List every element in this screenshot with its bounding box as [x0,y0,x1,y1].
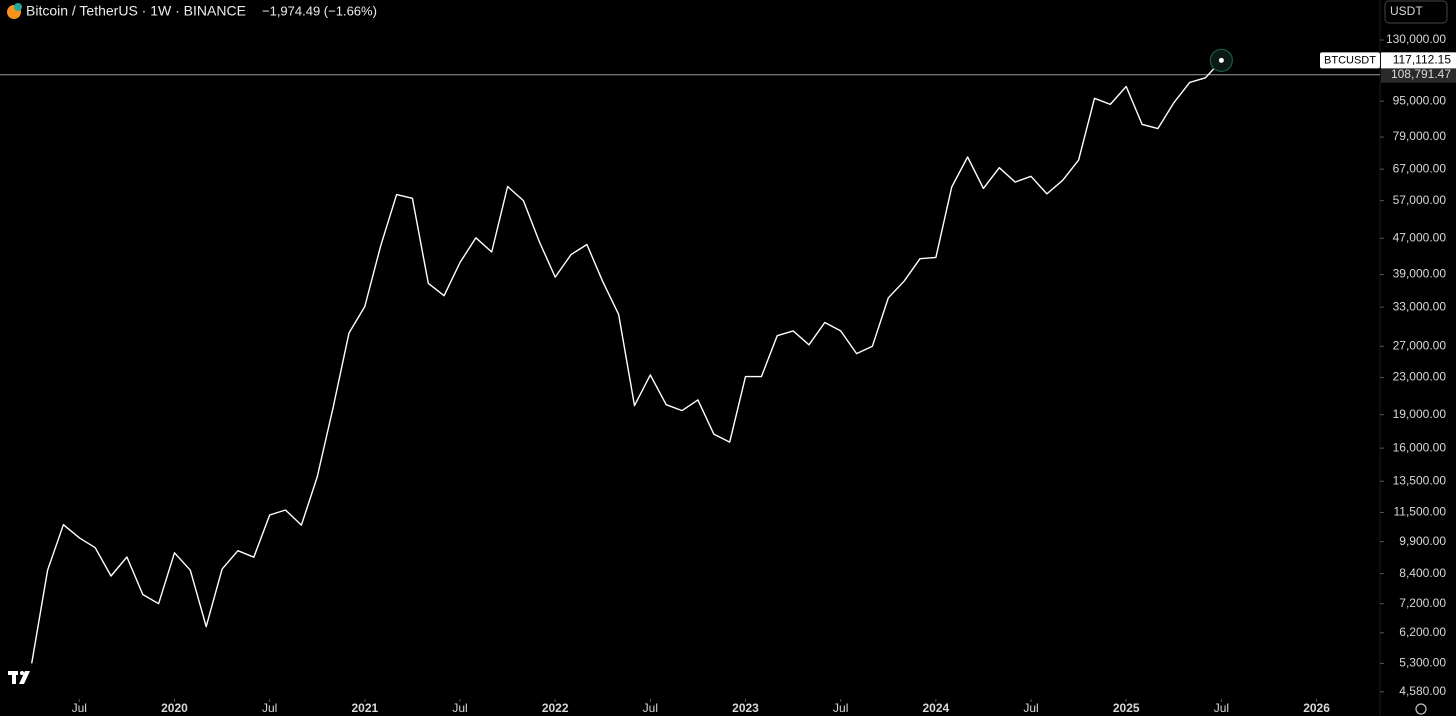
x-tick-label: 2021 [351,701,378,715]
x-tick-label: Jul [262,701,277,715]
x-tick-label: Jul [643,701,658,715]
y-tick-label: 13,500.00 [1393,473,1447,487]
x-tick-label: Jul [452,701,467,715]
last-point [1218,57,1224,63]
y-tick-label: 27,000.00 [1393,338,1447,352]
y-tick-label: 7,200.00 [1399,596,1446,610]
y-tick-label: 19,000.00 [1393,407,1447,421]
y-tick-label: 8,400.00 [1399,566,1446,580]
last-price-tag [1381,52,1456,69]
y-tick-label: 11,500.00 [1394,505,1447,519]
x-tick-label: Jul [1214,701,1229,715]
currency-button[interactable] [1384,0,1448,24]
price-line-label: 108,791.47 [1391,67,1451,81]
x-tick-label: 2025 [1113,701,1140,715]
price-change: −1,974.49 (−1.66%) [262,3,377,18]
price-line-series [31,59,1222,664]
y-tick-label: 67,000.00 [1393,161,1447,175]
y-tick-label: 9,900.00 [1399,534,1446,548]
series-name: BTCUSDT [1324,54,1376,66]
y-tick-label: 95,000.00 [1393,93,1447,107]
x-tick-label: Jul [833,701,848,715]
series-name-tag [1320,52,1380,69]
chart-title: Bitcoin / TetherUS · 1W · BINANCE [26,3,246,19]
price-line-tag [1381,66,1456,83]
currency-label[interactable]: USDT [1390,4,1423,18]
y-tick-label: 130,000.00 [1386,32,1446,46]
settings-icon[interactable] [1415,703,1427,715]
y-tick-label: 57,000.00 [1393,193,1447,207]
x-tick-label: Jul [72,701,87,715]
x-tick-label: 2024 [923,701,950,715]
y-tick-label: 79,000.00 [1393,129,1447,143]
tv-logo [8,671,30,684]
y-tick-label: 33,000.00 [1393,299,1447,313]
x-tick-label: 2022 [542,701,569,715]
y-tick-label: 39,000.00 [1393,267,1447,281]
x-tick-label: 2023 [732,701,759,715]
y-tick-label: 6,200.00 [1399,625,1446,639]
x-tick-label: Jul [1023,701,1038,715]
y-tick-label: 23,000.00 [1393,370,1447,384]
symbol-icon-badge [14,3,22,11]
x-tick-label: 2026 [1303,701,1330,715]
last-price-label: 117,112.15 [1393,53,1452,67]
y-tick-label: 16,000.00 [1393,440,1447,454]
y-tick-label: 5,300.00 [1399,656,1446,670]
x-tick-label: 2020 [161,701,188,715]
y-tick-label: 47,000.00 [1393,230,1447,244]
y-tick-label: 4,580.00 [1399,684,1446,698]
